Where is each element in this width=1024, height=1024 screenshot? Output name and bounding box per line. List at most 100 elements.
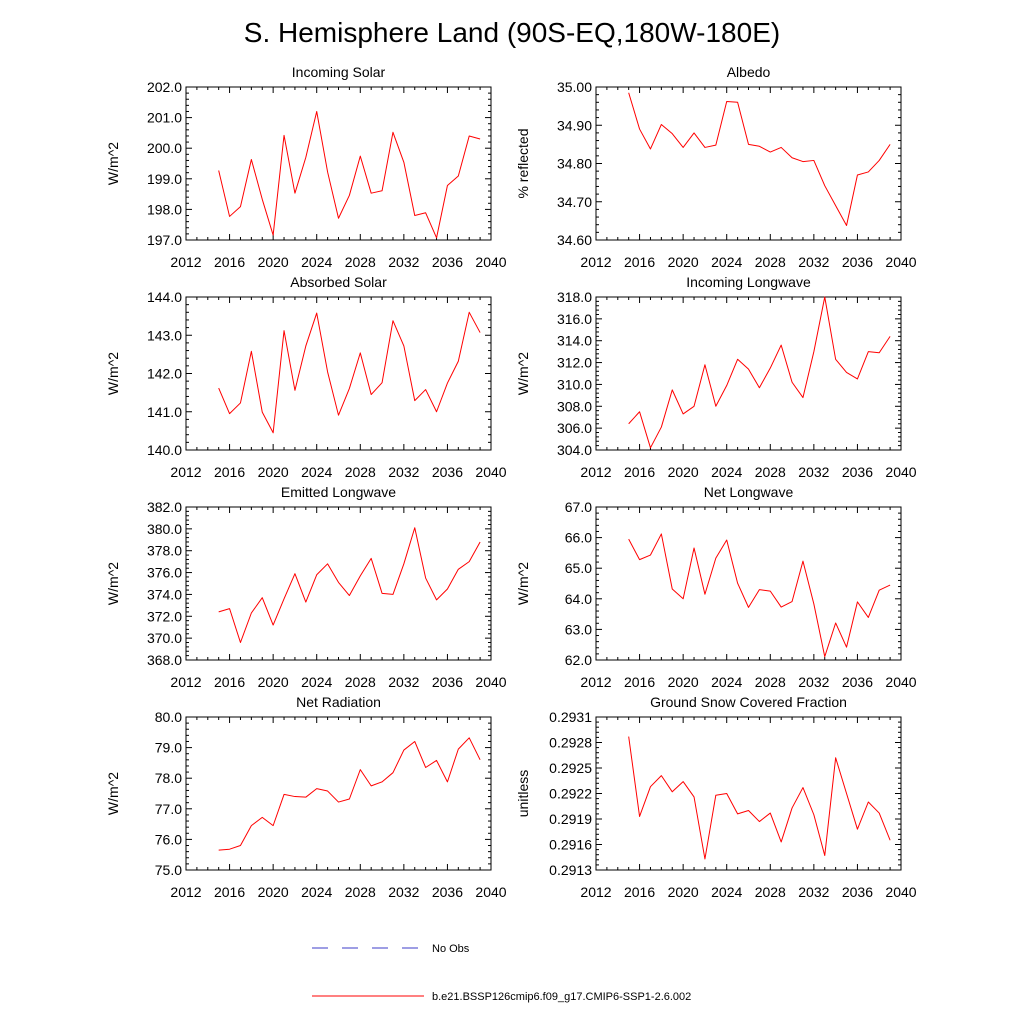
x-tick-label: 2016 xyxy=(214,674,245,690)
y-tick-label: 34.70 xyxy=(557,194,592,210)
x-tick-label: 2028 xyxy=(755,254,786,270)
y-tick-label: 372.0 xyxy=(147,608,182,624)
y-tick-label: 65.0 xyxy=(565,560,592,576)
x-tick-label: 2012 xyxy=(170,674,201,690)
x-tick-label: 2028 xyxy=(345,674,376,690)
plot-frame xyxy=(185,296,492,451)
x-tick-label: 2036 xyxy=(432,674,463,690)
y-tick-label: 0.2916 xyxy=(549,837,592,853)
x-tick-label: 2036 xyxy=(842,254,873,270)
y-axis-label: W/m^2 xyxy=(515,562,531,605)
x-tick-label: 2032 xyxy=(388,464,419,480)
y-tick-label: 76.0 xyxy=(155,831,182,847)
x-tick-label: 2036 xyxy=(842,464,873,480)
legend-model-label: b.e21.BSSP126cmip6.f09_g17.CMIP6-SSP1-2.… xyxy=(432,991,691,1003)
y-axis-label: W/m^2 xyxy=(105,142,121,185)
y-tick-label: 0.2919 xyxy=(549,811,592,827)
x-tick-label: 2028 xyxy=(345,254,376,270)
panel-title: Emitted Longwave xyxy=(281,484,396,500)
y-tick-label: 34.80 xyxy=(557,156,592,172)
y-tick-label: 66.0 xyxy=(565,530,592,546)
x-tick-label: 2028 xyxy=(755,464,786,480)
x-tick-label: 2020 xyxy=(668,464,699,480)
x-tick-label: 2012 xyxy=(170,464,201,480)
x-tick-label: 2012 xyxy=(580,254,611,270)
x-tick-label: 2024 xyxy=(301,884,332,900)
y-tick-label: 198.0 xyxy=(147,201,182,217)
panel-2: Albedo % reflected 2012 2016 2020 2024 2028 203… xyxy=(515,64,917,270)
y-tick-label: 78.0 xyxy=(155,770,182,786)
y-tick-label: 202.0 xyxy=(147,79,182,95)
x-tick-label: 2032 xyxy=(798,254,829,270)
panel-title: Albedo xyxy=(727,64,771,80)
x-tick-label: 2012 xyxy=(170,254,201,270)
x-tick-label: 2016 xyxy=(624,254,655,270)
y-tick-label: 75.0 xyxy=(155,862,182,878)
y-axis-label: W/m^2 xyxy=(515,352,531,395)
x-tick-label: 2024 xyxy=(711,884,742,900)
x-tick-label: 2040 xyxy=(475,254,506,270)
x-tick-label: 2036 xyxy=(432,884,463,900)
x-tick-label: 2020 xyxy=(258,464,289,480)
y-tick-label: 312.0 xyxy=(557,355,592,371)
x-tick-label: 2032 xyxy=(388,674,419,690)
y-tick-label: 77.0 xyxy=(155,801,182,817)
x-tick-label: 2020 xyxy=(668,884,699,900)
x-tick-label: 2016 xyxy=(214,464,245,480)
figure-title: S. Hemisphere Land (90S-EQ,180W-180E) xyxy=(244,17,780,48)
x-tick-label: 2016 xyxy=(214,884,245,900)
y-axis-label: unitless xyxy=(515,770,531,817)
y-tick-label: 306.0 xyxy=(557,420,592,436)
plot-frame xyxy=(185,716,492,871)
x-tick-label: 2016 xyxy=(214,254,245,270)
series-line-model xyxy=(628,533,891,658)
x-tick-label: 2040 xyxy=(475,464,506,480)
series-line-model xyxy=(628,736,891,860)
y-tick-label: 314.0 xyxy=(557,333,592,349)
x-tick-label: 2016 xyxy=(624,884,655,900)
series-line-model xyxy=(218,737,481,851)
y-tick-label: 374.0 xyxy=(147,586,182,602)
plot-frame xyxy=(595,296,902,451)
x-tick-label: 2028 xyxy=(755,884,786,900)
y-tick-label: 376.0 xyxy=(147,565,182,581)
plot-frame xyxy=(185,506,492,661)
y-tick-label: 141.0 xyxy=(147,404,182,420)
x-tick-label: 2024 xyxy=(711,254,742,270)
series-line-model xyxy=(628,296,891,449)
panel-4: Incoming Longwave W/m^2 2012 2016 2020 2024 20… xyxy=(515,274,917,480)
y-tick-label: 80.0 xyxy=(155,709,182,725)
series-line-model xyxy=(628,92,891,226)
series-line-model xyxy=(218,311,481,434)
x-tick-label: 2028 xyxy=(345,884,376,900)
y-axis-label: W/m^2 xyxy=(105,772,121,815)
x-tick-label: 2016 xyxy=(624,464,655,480)
y-axis-label: W/m^2 xyxy=(105,562,121,605)
x-tick-label: 2040 xyxy=(475,674,506,690)
panel-title: Absorbed Solar xyxy=(290,274,387,290)
y-axis-label: W/m^2 xyxy=(105,352,121,395)
x-tick-label: 2032 xyxy=(798,674,829,690)
x-tick-label: 2020 xyxy=(258,884,289,900)
x-tick-label: 2036 xyxy=(842,884,873,900)
panel-8: Ground Snow Covered Fraction unitless 2012… xyxy=(515,694,917,900)
x-tick-label: 2036 xyxy=(842,674,873,690)
x-tick-label: 2024 xyxy=(711,464,742,480)
x-tick-label: 2012 xyxy=(580,674,611,690)
x-tick-label: 2032 xyxy=(388,884,419,900)
y-tick-label: 0.2913 xyxy=(549,862,592,878)
y-tick-label: 35.00 xyxy=(557,79,592,95)
y-tick-label: 143.0 xyxy=(147,327,182,343)
x-tick-label: 2028 xyxy=(345,464,376,480)
y-tick-label: 199.0 xyxy=(147,171,182,187)
x-tick-label: 2024 xyxy=(711,674,742,690)
panel-title: Incoming Solar xyxy=(292,64,386,80)
x-tick-label: 2024 xyxy=(301,254,332,270)
y-tick-label: 142.0 xyxy=(147,366,182,382)
x-tick-label: 2012 xyxy=(580,884,611,900)
panel-3: Absorbed Solar W/m^2 2012 2016 2020 2024 2028 2… xyxy=(105,274,507,480)
x-tick-label: 2012 xyxy=(170,884,201,900)
x-tick-label: 2032 xyxy=(388,254,419,270)
x-tick-label: 2016 xyxy=(624,674,655,690)
panel-5: Emitted Longwave W/m^2 2012 2016 2020 2024 202… xyxy=(105,484,507,690)
